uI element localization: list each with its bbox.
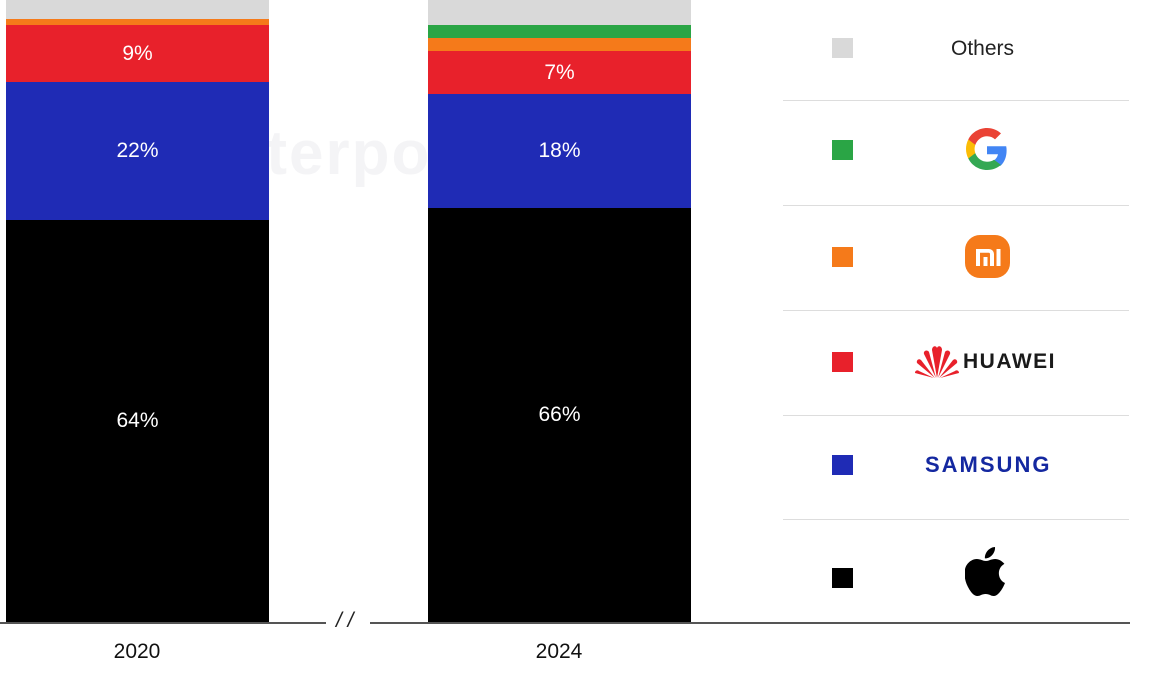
legend-divider (783, 100, 1129, 101)
bar-segment-google-2024 (428, 25, 691, 38)
x-tick-label-2024: 2024 (535, 640, 583, 663)
bar-segment-others-2024 (428, 0, 691, 26)
legend-swatch-samsung (832, 455, 853, 475)
bar-segment-apple-2020 (6, 220, 269, 622)
x-tick-label-2020: 2020 (113, 640, 161, 663)
axis-break-mark: / / (336, 609, 354, 632)
xiaomi-logo-icon (965, 235, 1010, 283)
data-label-apple-2020: 64% (116, 409, 159, 433)
legend-divider (783, 519, 1129, 520)
bar-segment-apple-2024 (428, 207, 691, 622)
bar-segment-huawei-2020 (6, 25, 269, 82)
bar-segment-xiaomi-2024 (428, 37, 691, 51)
data-label-samsung-2020: 22% (116, 139, 159, 162)
data-label-samsung-2024: 18% (538, 139, 581, 162)
legend-swatch-others (832, 38, 853, 58)
data-label-huawei-2020: 9% (122, 41, 153, 65)
legend-divider (783, 415, 1129, 416)
bar-segment-huawei-2024 (428, 50, 691, 95)
legend-divider (783, 205, 1129, 206)
legend-swatch-apple (832, 568, 853, 588)
legend-swatch-huawei (832, 352, 853, 372)
data-label-huawei-2024: 7% (544, 60, 575, 84)
google-logo-icon (963, 126, 1011, 179)
bar-segment-samsung-2020 (6, 81, 269, 221)
x-axis-line-left (0, 622, 326, 624)
legend-swatch-xiaomi (832, 247, 853, 267)
data-label-apple-2024: 66% (538, 402, 581, 426)
huawei-logo-icon (915, 344, 959, 385)
bar-segment-samsung-2024 (428, 94, 691, 208)
legend-divider (783, 310, 1129, 311)
bar-segment-others-2020 (6, 0, 269, 20)
bar-segment-xiaomi-2020 (6, 19, 269, 26)
legend-label-others: Others (951, 37, 1015, 60)
x-axis-line-right (370, 622, 1130, 624)
apple-logo-icon (964, 545, 1009, 602)
legend-label-huawei: HUAWEI (963, 350, 1056, 373)
legend-swatch-google (832, 140, 853, 160)
samsung-logo-icon: SAMSUNG (925, 452, 1052, 477)
